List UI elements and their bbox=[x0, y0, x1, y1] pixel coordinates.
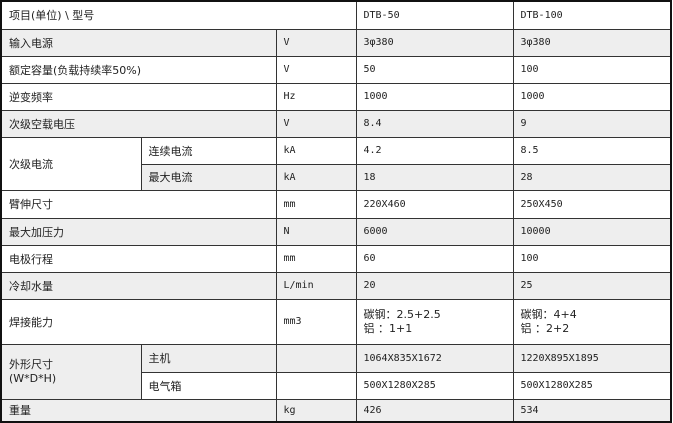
row-value: 250X450 bbox=[512, 189, 672, 219]
row-value: 28 bbox=[512, 163, 672, 191]
row-sublabel: 电气箱 bbox=[140, 371, 277, 400]
table-row: 最大加压力 N 6000 10000 bbox=[0, 217, 672, 246]
row-label: 重量 bbox=[0, 398, 277, 423]
row-unit: mm bbox=[275, 189, 357, 219]
row-value: 9 bbox=[512, 109, 672, 138]
row-label: 焊接能力 bbox=[0, 298, 277, 345]
row-value: 6000 bbox=[355, 217, 514, 246]
row-value: 25 bbox=[512, 271, 672, 300]
row-label: 次级空载电压 bbox=[0, 109, 277, 138]
row-unit: L/min bbox=[275, 271, 357, 300]
row-label: 电极行程 bbox=[0, 244, 277, 273]
value-line: 碳钢：2.5+2.5 bbox=[363, 307, 441, 321]
row-value: 100 bbox=[512, 244, 672, 273]
table-row: 逆变频率 Hz 1000 1000 bbox=[0, 82, 672, 111]
row-label: 次级电流 bbox=[0, 136, 142, 191]
row-unit: V bbox=[275, 55, 357, 84]
row-value: 1000 bbox=[355, 82, 514, 111]
row-unit: mm3 bbox=[275, 298, 357, 345]
row-value: 碳钢：4+4 铝 ：2+2 bbox=[512, 298, 672, 345]
header-item: 项目(单位) \ 型号 bbox=[0, 0, 357, 30]
table-row: 重量 kg 426 534 bbox=[0, 398, 672, 423]
row-value: 18 bbox=[355, 163, 514, 191]
row-label: 额定容量(负载持续率50%) bbox=[0, 55, 277, 84]
row-label: 臂伸尺寸 bbox=[0, 189, 277, 219]
table-row: 焊接能力 mm3 碳钢：2.5+2.5 铝 ：1+1 碳钢：4+4 铝 ：2+2 bbox=[0, 298, 672, 345]
row-sublabel: 最大电流 bbox=[140, 163, 277, 191]
row-label: 最大加压力 bbox=[0, 217, 277, 246]
label-line: 外形尺寸 bbox=[9, 357, 53, 371]
header-row: 项目(单位) \ 型号 DTB-50 DTB-100 bbox=[0, 0, 672, 30]
table-row: 额定容量(负载持续率50%) V 50 100 bbox=[0, 55, 672, 84]
row-value: 100 bbox=[512, 55, 672, 84]
row-label: 冷却水量 bbox=[0, 271, 277, 300]
row-label: 输入电源 bbox=[0, 28, 277, 57]
row-value: 500X1280X285 bbox=[512, 371, 672, 400]
row-unit bbox=[275, 343, 357, 373]
row-value: 1064X835X1672 bbox=[355, 343, 514, 373]
row-unit: Hz bbox=[275, 82, 357, 111]
table-row: 外形尺寸 (W*D*H) 主机 1064X835X1672 1220X895X18… bbox=[0, 343, 672, 400]
row-label: 外形尺寸 (W*D*H) bbox=[0, 343, 142, 400]
row-value: 4.2 bbox=[355, 136, 514, 165]
row-value: 220X460 bbox=[355, 189, 514, 219]
row-sublabel: 连续电流 bbox=[140, 136, 277, 165]
header-model: DTB-100 bbox=[512, 0, 672, 30]
row-sublabel: 主机 bbox=[140, 343, 277, 373]
label-line: (W*D*H) bbox=[9, 371, 57, 385]
row-unit: kg bbox=[275, 398, 357, 423]
row-unit: N bbox=[275, 217, 357, 246]
row-unit: V bbox=[275, 28, 357, 57]
row-unit: kA bbox=[275, 163, 357, 191]
row-unit: kA bbox=[275, 136, 357, 165]
row-value: 3φ380 bbox=[512, 28, 672, 57]
table-row: 次级空载电压 V 8.4 9 bbox=[0, 109, 672, 138]
row-unit: V bbox=[275, 109, 357, 138]
row-unit: mm bbox=[275, 244, 357, 273]
row-value: 3φ380 bbox=[355, 28, 514, 57]
row-value: 8.4 bbox=[355, 109, 514, 138]
row-value: 60 bbox=[355, 244, 514, 273]
row-value: 碳钢：2.5+2.5 铝 ：1+1 bbox=[355, 298, 514, 345]
row-label: 逆变频率 bbox=[0, 82, 277, 111]
table-row: 次级电流 连续电流 kA 4.2 8.5 bbox=[0, 136, 672, 191]
table-row: 臂伸尺寸 mm 220X460 250X450 bbox=[0, 189, 672, 219]
row-unit bbox=[275, 371, 357, 400]
value-line: 铝 ：1+1 bbox=[363, 321, 413, 335]
header-model: DTB-50 bbox=[355, 0, 514, 30]
row-value: 534 bbox=[512, 398, 672, 423]
row-value: 10000 bbox=[512, 217, 672, 246]
row-value: 500X1280X285 bbox=[355, 371, 514, 400]
table-row: 输入电源 V 3φ380 3φ380 bbox=[0, 28, 672, 57]
table-row: 冷却水量 L/min 20 25 bbox=[0, 271, 672, 300]
value-line: 铝 ：2+2 bbox=[520, 321, 570, 335]
row-value: 8.5 bbox=[512, 136, 672, 165]
row-value: 50 bbox=[355, 55, 514, 84]
row-value: 426 bbox=[355, 398, 514, 423]
row-value: 1220X895X1895 bbox=[512, 343, 672, 373]
row-value: 1000 bbox=[512, 82, 672, 111]
value-line: 碳钢：4+4 bbox=[520, 307, 577, 321]
table-row: 电极行程 mm 60 100 bbox=[0, 244, 672, 273]
table-row: 最大电流 kA 18 28 bbox=[1, 163, 672, 191]
row-value: 20 bbox=[355, 271, 514, 300]
